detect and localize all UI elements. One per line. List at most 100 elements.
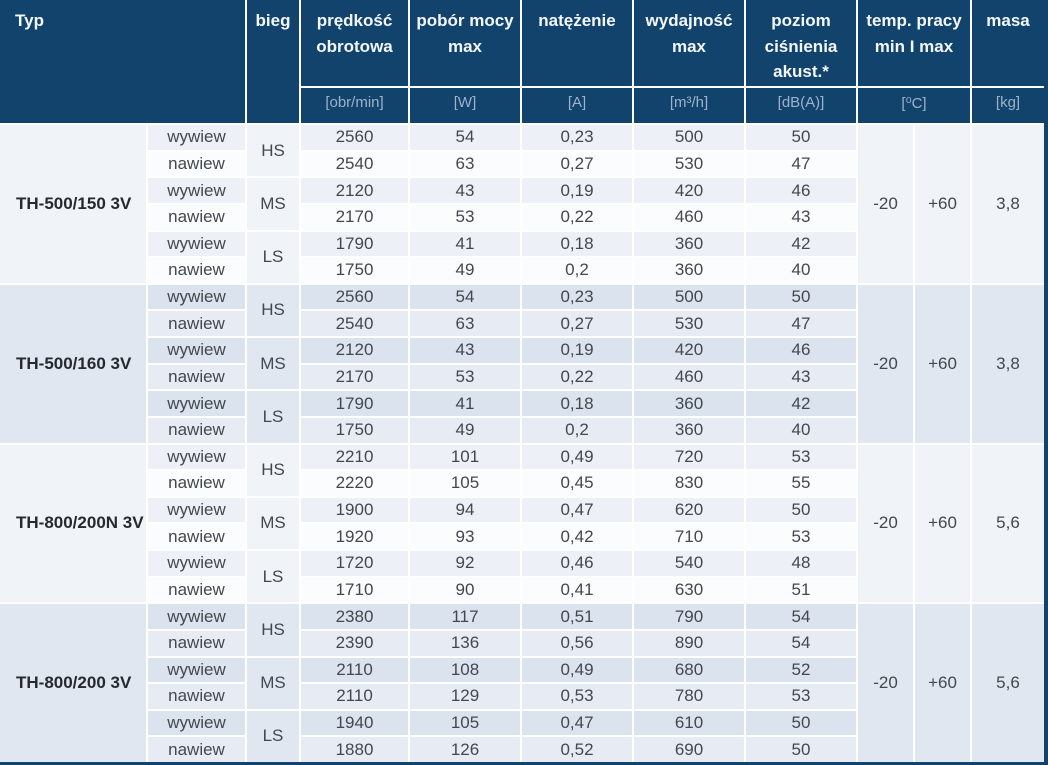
direction-cell: wywiew <box>148 710 245 736</box>
noise-cell: 46 <box>746 178 856 203</box>
typ-cell: TH-800/200 3V <box>0 604 146 762</box>
noise-cell: 42 <box>746 231 856 257</box>
direction-cell: nawiew <box>148 311 245 336</box>
power-cell: 129 <box>410 684 520 709</box>
current-cell: 0,52 <box>522 737 632 762</box>
unit-col-3: [m³/h] <box>634 88 744 123</box>
current-cell: 0,45 <box>522 471 632 496</box>
speed-cell: 2390 <box>301 630 408 656</box>
power-cell: 105 <box>410 710 520 736</box>
current-cell: 0,19 <box>522 338 632 363</box>
current-cell: 0,56 <box>522 630 632 656</box>
power-cell: 105 <box>410 471 520 496</box>
airflow-cell: 540 <box>634 551 744 576</box>
speed-cell: 1880 <box>301 737 408 762</box>
power-cell: 43 <box>410 178 520 203</box>
noise-cell: 47 <box>746 311 856 336</box>
airflow-cell: 890 <box>634 630 744 656</box>
speed-cell: 2120 <box>301 338 408 363</box>
speed-cell: 2120 <box>301 178 408 203</box>
power-cell: 94 <box>410 497 520 523</box>
speed-cell: 1790 <box>301 231 408 257</box>
header-typ: Typ <box>0 0 245 123</box>
typ-cell: TH-500/150 3V <box>0 125 146 283</box>
header-col-2: natężenie <box>522 0 632 86</box>
noise-cell: 51 <box>746 577 856 603</box>
noise-cell: 55 <box>746 471 856 496</box>
noise-cell: 48 <box>746 551 856 576</box>
noise-cell: 53 <box>746 684 856 709</box>
mass-cell: 5,6 <box>972 444 1044 603</box>
airflow-cell: 610 <box>634 710 744 736</box>
power-cell: 92 <box>410 551 520 576</box>
noise-cell: 43 <box>746 364 856 390</box>
header-bieg: bieg <box>247 0 299 123</box>
speed-cell: 2560 <box>301 284 408 310</box>
direction-cell: wywiew <box>148 231 245 257</box>
direction-cell: wywiew <box>148 284 245 310</box>
noise-cell: 50 <box>746 125 856 150</box>
airflow-cell: 690 <box>634 737 744 762</box>
speed-cell: 2540 <box>301 151 408 177</box>
current-cell: 0,18 <box>522 391 632 416</box>
noise-cell: 54 <box>746 630 856 656</box>
bieg-cell: MS <box>247 657 299 709</box>
bieg-cell: HS <box>247 604 299 656</box>
bieg-cell: HS <box>247 125 299 177</box>
direction-cell: wywiew <box>148 444 245 470</box>
speed-cell: 1750 <box>301 258 408 283</box>
current-cell: 0,47 <box>522 497 632 523</box>
noise-cell: 43 <box>746 204 856 230</box>
airflow-cell: 630 <box>634 577 744 603</box>
direction-cell: wywiew <box>148 604 245 629</box>
power-cell: 54 <box>410 284 520 310</box>
speed-cell: 1900 <box>301 497 408 523</box>
power-cell: 108 <box>410 657 520 683</box>
unit-col-0: [obr/min] <box>301 88 408 123</box>
power-cell: 63 <box>410 311 520 336</box>
direction-cell: wywiew <box>148 551 245 576</box>
unit-col-4: [dB(A)] <box>746 88 856 123</box>
power-cell: 53 <box>410 364 520 390</box>
speed-cell: 2170 <box>301 204 408 230</box>
current-cell: 0,2 <box>522 417 632 443</box>
current-cell: 0,27 <box>522 311 632 336</box>
speed-cell: 1790 <box>301 391 408 416</box>
direction-cell: wywiew <box>148 125 245 150</box>
current-cell: 0,23 <box>522 125 632 150</box>
noise-cell: 47 <box>746 151 856 177</box>
power-cell: 49 <box>410 258 520 283</box>
bieg-cell: MS <box>247 338 299 390</box>
header-col-1: pobór mocy max <box>410 0 520 86</box>
speed-cell: 1720 <box>301 551 408 576</box>
current-cell: 0,22 <box>522 204 632 230</box>
typ-cell: TH-500/160 3V <box>0 284 146 443</box>
direction-cell: nawiew <box>148 737 245 762</box>
direction-cell: nawiew <box>148 524 245 549</box>
noise-cell: 53 <box>746 524 856 549</box>
airflow-cell: 420 <box>634 338 744 363</box>
airflow-cell: 620 <box>634 497 744 523</box>
header-col-4: poziom ciśnienia akust.* <box>746 0 856 86</box>
power-cell: 43 <box>410 338 520 363</box>
speed-cell: 1750 <box>301 417 408 443</box>
noise-cell: 40 <box>746 258 856 283</box>
direction-cell: nawiew <box>148 630 245 656</box>
bieg-cell: MS <box>247 178 299 230</box>
direction-cell: wywiew <box>148 657 245 683</box>
speed-cell: 1920 <box>301 524 408 549</box>
mass-cell: 3,8 <box>972 284 1044 443</box>
airflow-cell: 790 <box>634 604 744 629</box>
airflow-cell: 500 <box>634 284 744 310</box>
power-cell: 136 <box>410 630 520 656</box>
current-cell: 0,22 <box>522 364 632 390</box>
speed-cell: 2540 <box>301 311 408 336</box>
noise-cell: 54 <box>746 604 856 629</box>
speed-cell: 2110 <box>301 657 408 683</box>
current-cell: 0,18 <box>522 231 632 257</box>
temp-min-cell: -20 <box>858 444 913 603</box>
airflow-cell: 360 <box>634 258 744 283</box>
typ-cell: TH-800/200N 3V <box>0 444 146 603</box>
speed-cell: 2110 <box>301 684 408 709</box>
